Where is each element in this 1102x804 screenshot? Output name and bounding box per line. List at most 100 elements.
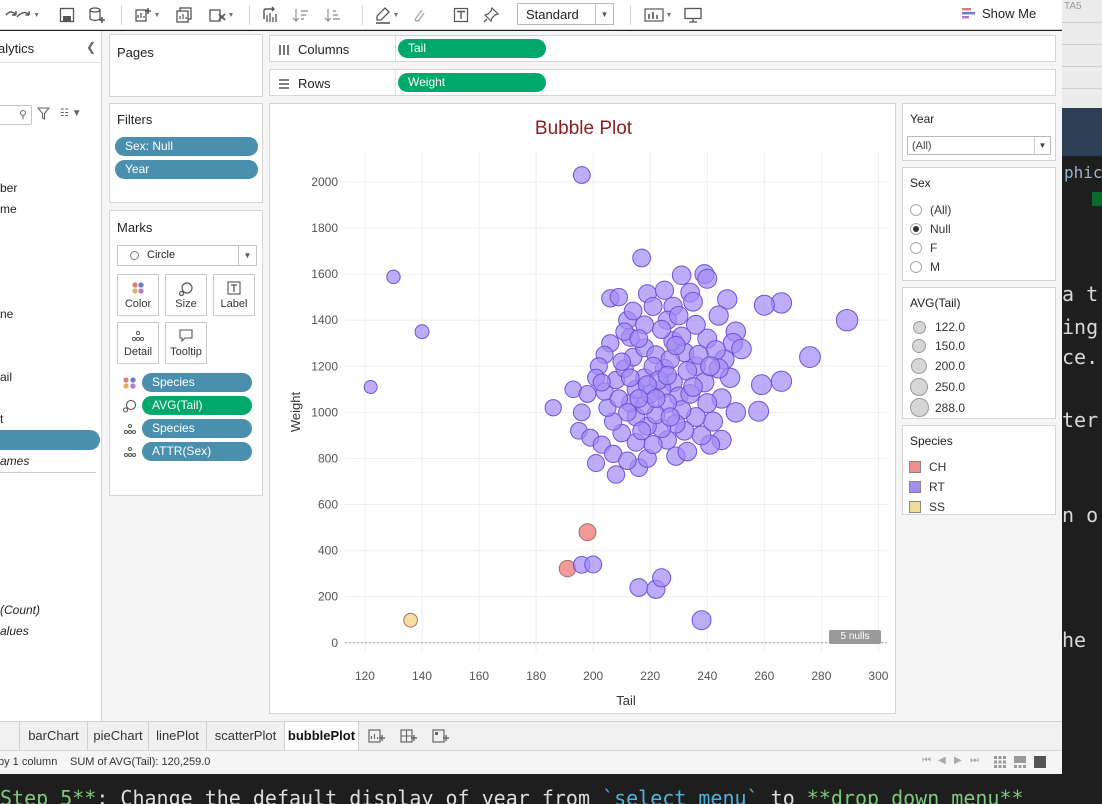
bubble-rt[interactable]: [683, 377, 703, 397]
bubble-rt[interactable]: [677, 441, 698, 462]
bubble-rt[interactable]: [592, 373, 611, 392]
tab-scatterplot[interactable]: scatterPlot: [207, 722, 285, 750]
view-mode-select[interactable]: Standard ▼: [517, 3, 614, 25]
duplicate-sheet-icon[interactable]: [173, 4, 195, 26]
new-worksheet-icon[interactable]: ▼: [130, 4, 164, 26]
tab-view-icon[interactable]: [1034, 756, 1046, 768]
detail-button[interactable]: Detail: [117, 322, 159, 364]
bubble-rt[interactable]: [702, 411, 724, 432]
data-field[interactable]: t: [0, 412, 4, 426]
bubble-rt[interactable]: [666, 335, 686, 356]
filter-funnel-icon[interactable]: [36, 107, 51, 123]
bubble-rt[interactable]: [620, 368, 640, 388]
bubble-rt[interactable]: [731, 338, 752, 360]
bubble-rt[interactable]: [683, 291, 703, 312]
bubble-rt[interactable]: [629, 578, 649, 597]
clear-sheet-icon[interactable]: ▼: [203, 4, 239, 26]
bubble-rt[interactable]: [609, 287, 629, 307]
bubble-rt[interactable]: [652, 568, 672, 588]
measure-values-field[interactable]: alues: [0, 624, 29, 638]
bubble-rt[interactable]: [751, 374, 772, 396]
redo-icon[interactable]: ▼: [16, 4, 40, 26]
bubble-rt[interactable]: [646, 389, 666, 409]
mark-type-select[interactable]: Circle ▼: [117, 245, 257, 266]
sex-option-null[interactable]: Null: [910, 222, 951, 236]
bubble-rt[interactable]: [578, 385, 597, 403]
data-field[interactable]: ber: [0, 181, 18, 195]
size-button[interactable]: Size: [165, 274, 207, 316]
bubble-rt[interactable]: [717, 289, 738, 310]
columns-shelf[interactable]: Columns Tail: [269, 35, 1056, 62]
bubble-rt[interactable]: [584, 555, 603, 574]
field-search-input[interactable]: ⚲: [0, 105, 32, 125]
marks-pill-detail-attr-sex[interactable]: ATTR(Sex): [142, 442, 252, 461]
species-legend-item-ch[interactable]: CH: [909, 460, 946, 474]
sex-option-all[interactable]: (All): [910, 203, 951, 217]
group-members-icon[interactable]: [408, 4, 430, 26]
bubble-ch[interactable]: [578, 523, 597, 542]
species-legend-item-ss[interactable]: SS: [909, 500, 945, 514]
filter-pill-sex[interactable]: Sex: Null: [115, 137, 258, 156]
bubble-rt[interactable]: [725, 402, 747, 423]
prev-sheet-icon[interactable]: ◀: [938, 755, 946, 766]
rows-shelf[interactable]: Rows Weight: [269, 69, 1056, 96]
bubble-rt[interactable]: [697, 393, 718, 414]
new-datasource-icon[interactable]: [86, 4, 108, 26]
bubble-rt[interactable]: [572, 403, 591, 422]
tab-barchart[interactable]: barChart: [20, 722, 88, 750]
nulls-indicator[interactable]: 5 nulls: [829, 630, 881, 644]
data-field[interactable]: ail: [0, 370, 13, 384]
filters-shelf[interactable]: Filters Sex: Null Year: [109, 103, 263, 203]
bubble-rt[interactable]: [629, 329, 649, 349]
marks-pill-detail-species[interactable]: Species: [142, 419, 252, 438]
fix-axes-pin-icon[interactable]: [480, 4, 502, 26]
bubble-rt[interactable]: [612, 352, 631, 371]
bubble-rt[interactable]: [660, 407, 680, 427]
bubble-rt[interactable]: [587, 454, 606, 473]
tab-bubbleplot[interactable]: bubblePlot: [285, 722, 359, 750]
bubble-rt[interactable]: [753, 294, 775, 316]
show-mark-labels-icon[interactable]: [450, 4, 472, 26]
pages-shelf[interactable]: Pages: [109, 34, 263, 97]
bubble-rt[interactable]: [637, 375, 657, 395]
highlight-icon[interactable]: ▼: [370, 4, 404, 26]
bubble-rt[interactable]: [657, 365, 677, 386]
new-dashboard-icon[interactable]: [400, 728, 418, 744]
sex-option-f[interactable]: F: [910, 241, 937, 255]
bubble-rt[interactable]: [654, 280, 675, 300]
bubble-rt[interactable]: [685, 314, 706, 335]
selected-data-field[interactable]: [0, 430, 100, 450]
bubble-rt[interactable]: [606, 465, 626, 484]
view-options-icon[interactable]: ☷ ▼: [60, 108, 82, 119]
columns-pill-tail[interactable]: Tail: [398, 39, 546, 58]
bubble-plot[interactable]: 120 140 160 180 200 220 240 260 280 300 0 200 400 600…: [270, 104, 897, 715]
bubble-rt[interactable]: [414, 324, 430, 340]
chart-view[interactable]: Bubble Plot 120 140 160 180 200 220 240 260 280 3…: [269, 103, 896, 714]
next-sheet-icon[interactable]: ▶: [954, 755, 962, 766]
collapse-left-icon[interactable]: ❮: [86, 40, 97, 54]
tab-datasource[interactable]: [0, 722, 20, 750]
rows-pill-weight[interactable]: Weight: [398, 73, 546, 92]
data-field[interactable]: me: [0, 202, 17, 216]
sex-option-m[interactable]: M: [910, 260, 940, 274]
bubble-rt[interactable]: [618, 451, 637, 471]
sort-ascending-icon[interactable]: [290, 4, 312, 26]
bubble-rt[interactable]: [799, 346, 821, 368]
bubble-rt[interactable]: [572, 166, 591, 184]
sort-descending-icon[interactable]: [322, 4, 344, 26]
bubble-rt[interactable]: [643, 296, 663, 316]
bubble-rt[interactable]: [632, 248, 652, 268]
bubble-rt[interactable]: [671, 265, 692, 286]
label-button[interactable]: Label: [213, 274, 255, 316]
new-worksheet-icon[interactable]: [368, 728, 386, 744]
color-button[interactable]: Color: [117, 274, 159, 316]
bubble-rt[interactable]: [544, 399, 562, 417]
bubble-rt[interactable]: [609, 389, 629, 408]
bubble-rt[interactable]: [835, 308, 859, 332]
tooltip-button[interactable]: Tooltip: [165, 322, 207, 364]
bubble-rt[interactable]: [691, 610, 712, 631]
bubble-rt[interactable]: [700, 356, 721, 377]
undo-icon[interactable]: [0, 4, 24, 26]
bubble-rt[interactable]: [652, 319, 672, 340]
bubble-rt[interactable]: [697, 268, 718, 289]
